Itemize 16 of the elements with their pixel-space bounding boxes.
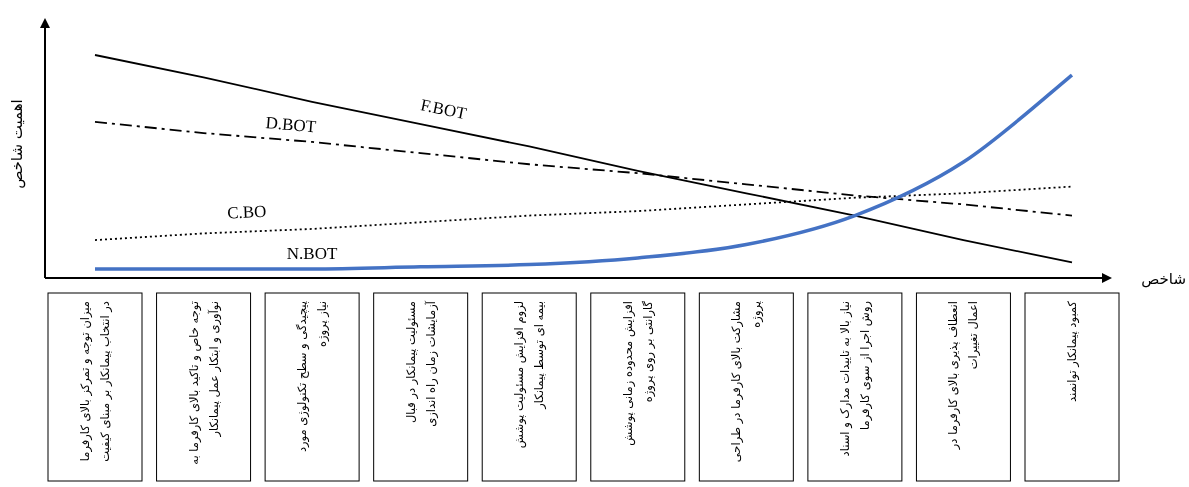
- series-label: C.BO: [226, 201, 267, 223]
- x-axis-title: شاخص: [1141, 270, 1186, 288]
- text: F.BOT: [418, 95, 469, 124]
- x-tick-label: نیاز بالا به تاییدات مدارک و اسناد روش اجرا از سوی کارفرما: [837, 301, 873, 461]
- x-tick-label: لزوم افزایش مسئولیت پوشش بیمه ای توسط پیمانکار: [512, 301, 548, 452]
- x-tick-label: کمبود پیمانکار توانمند: [1065, 300, 1080, 403]
- x-tick-label: توجه خاص و تاکید بالای کارفرما به نوآوری و ابتکار عمل پیمانکار: [186, 301, 222, 469]
- x-tick-label: مسئولیت پیمانکار در قبال آزمایشات زمان راه اندازی: [403, 300, 439, 427]
- x-tick-label: میزان توجه و تمرکز بالای کارفرما در انتخاب پیمانکار بر مبنای کیفیت: [78, 301, 113, 465]
- x-tick-label: انعطاف پذیری بالای کارفرما در اعمال تغییرات: [946, 301, 982, 453]
- series-label: N.BOT: [286, 244, 338, 264]
- x-tick-label: پیچیدگی و سطح تکنولوژی مورد نیاز پروژه: [295, 301, 331, 456]
- series-label: D.BOT: [264, 113, 318, 137]
- x-tick-label: افزایش محدوده زمانی پوشش گارانتی بر روی پروژه: [620, 300, 656, 450]
- x-tick-label: مشارکت بالای کارفرما در طراحی پروژه: [729, 301, 765, 466]
- y-axis-title: اهمیت شاخص: [8, 99, 26, 189]
